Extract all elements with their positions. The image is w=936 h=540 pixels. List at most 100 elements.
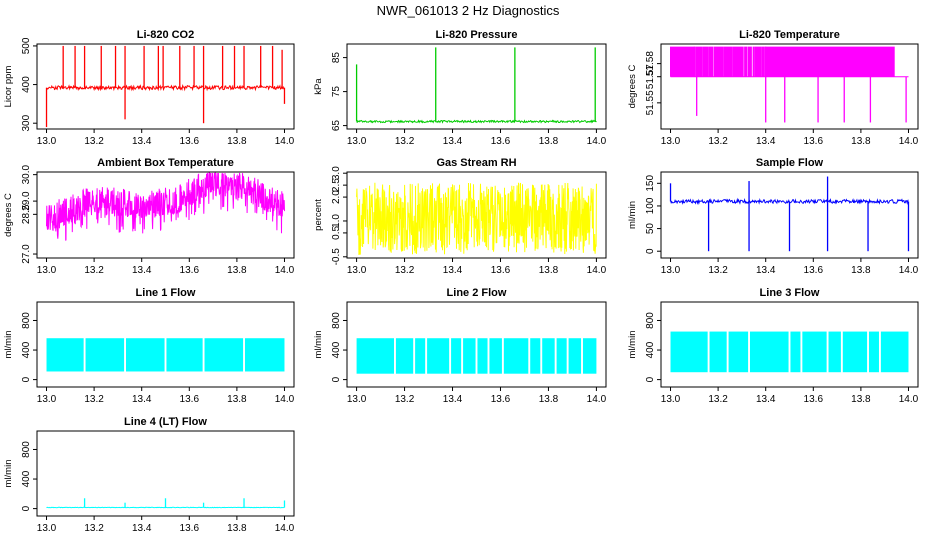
flow-block: [204, 338, 244, 372]
flow-block: [802, 331, 827, 373]
series-data: [670, 46, 909, 123]
flow-block: [790, 331, 801, 373]
chart-title: Line 1 Flow: [136, 287, 196, 299]
flow-block: [427, 338, 450, 374]
y-tick-label: 28.5: [21, 204, 32, 224]
x-tick-label: 14.0: [275, 523, 295, 534]
y-tick-label: 50: [645, 223, 656, 235]
x-tick-label: 13.4: [132, 136, 152, 147]
y-tick-label: 51.58: [645, 51, 656, 76]
x-tick-label: 13.8: [851, 136, 871, 147]
series-line: [765, 46, 895, 77]
y-tick-label: 29.0: [21, 191, 32, 211]
y-tick-label: 51.57: [645, 64, 656, 89]
flow-block: [842, 331, 868, 373]
flow-block: [582, 338, 597, 374]
flow-block: [415, 338, 426, 374]
flow-block: [166, 338, 203, 372]
flow-block: [670, 331, 708, 373]
series-data: [46, 498, 286, 509]
x-tick-label: 13.8: [851, 394, 871, 405]
y-tick-label: 400: [21, 341, 32, 358]
x-tick-label: 14.0: [899, 136, 919, 147]
flow-block: [542, 338, 555, 374]
plot-frame: [346, 171, 607, 259]
x-tick-label: 14.0: [275, 265, 295, 276]
series-data: [356, 182, 597, 255]
flow-block: [463, 338, 476, 374]
series-data: [669, 176, 910, 252]
chart-title: Line 4 (LT) Flow: [124, 416, 207, 428]
flow-block: [556, 338, 567, 374]
x-tick-label: 13.0: [661, 136, 681, 147]
x-tick-label: 13.4: [443, 265, 463, 276]
plot-frame: [36, 171, 295, 259]
y-tick-label: 100: [645, 197, 656, 214]
series-data: [46, 338, 285, 372]
plot-frame: [36, 430, 295, 517]
y-tick-label: 0: [21, 376, 32, 382]
x-tick-label: 13.4: [443, 394, 463, 405]
x-tick-label: 13.0: [37, 265, 57, 276]
y-tick-label: 0.5: [331, 226, 342, 240]
series-line: [46, 172, 285, 241]
x-tick-label: 13.8: [227, 265, 247, 276]
series-line: [670, 46, 695, 77]
flow-block: [868, 331, 879, 373]
x-tick-label: 14.0: [587, 136, 607, 147]
y-axis-label: ml/min: [627, 201, 638, 229]
y-tick-label: 51.55: [645, 90, 656, 115]
chart-title: Line 3 Flow: [760, 287, 820, 299]
y-axis-label: Licor ppm: [3, 66, 14, 108]
x-tick-label: 13.2: [84, 394, 104, 405]
y-tick-label: 2.0: [331, 190, 342, 204]
y-tick-label: 800: [331, 312, 342, 329]
chart-panel-8: Line 2 Flow ml/min 13.0 13.2 13.4 13.6 13.8 14.…: [313, 287, 607, 405]
y-tick-label: 500: [21, 37, 32, 54]
y-tick-label: 400: [645, 341, 656, 358]
series-data: [670, 331, 909, 373]
y-axis-label: degrees C: [627, 64, 638, 108]
x-tick-label: 13.2: [708, 394, 728, 405]
flow-block: [568, 338, 582, 374]
series-data: [46, 172, 285, 241]
x-tick-label: 13.2: [708, 265, 728, 276]
x-tick-label: 14.0: [587, 265, 607, 276]
x-tick-label: 13.2: [84, 523, 104, 534]
x-tick-label: 13.8: [227, 523, 247, 534]
x-tick-label: 13.2: [395, 394, 415, 405]
flow-block: [477, 338, 488, 374]
chart-title: Sample Flow: [756, 157, 824, 169]
y-tick-label: 27.0: [21, 244, 32, 264]
flow-block: [489, 338, 502, 374]
plot-frame: [346, 301, 607, 388]
chart-panel-10: Line 4 (LT) Flow ml/min 13.0 13.2 13.4 13.6 13…: [3, 416, 295, 534]
x-tick-label: 13.4: [132, 265, 152, 276]
x-tick-label: 13.2: [395, 265, 415, 276]
y-axis-label: ml/min: [3, 460, 14, 488]
x-tick-label: 13.6: [491, 136, 511, 147]
chart-panel-3: Li-820 Temperature degrees C 13.0 13.2 13.4 1…: [627, 29, 919, 147]
series-line: [693, 46, 767, 77]
chart-title: Line 2 Flow: [447, 287, 507, 299]
flow-block: [728, 331, 749, 373]
x-tick-label: 13.0: [661, 265, 681, 276]
chart-title: Gas Stream RH: [436, 157, 516, 169]
x-tick-label: 14.0: [275, 136, 295, 147]
plot-frame: [660, 43, 919, 130]
flow-block: [530, 338, 541, 374]
y-axis-label: kPa: [313, 78, 324, 95]
plot-frame: [36, 301, 295, 388]
x-tick-label: 13.0: [661, 394, 681, 405]
plot-frame: [660, 301, 919, 388]
flow-block: [828, 331, 841, 373]
series-data: [356, 338, 597, 374]
series-line: [356, 182, 597, 255]
flow-block: [356, 338, 395, 374]
y-tick-label: 65: [331, 120, 342, 132]
y-tick-label: 400: [331, 341, 342, 358]
plot-frame: [660, 171, 919, 259]
x-tick-label: 14.0: [899, 265, 919, 276]
x-tick-label: 13.0: [347, 136, 367, 147]
